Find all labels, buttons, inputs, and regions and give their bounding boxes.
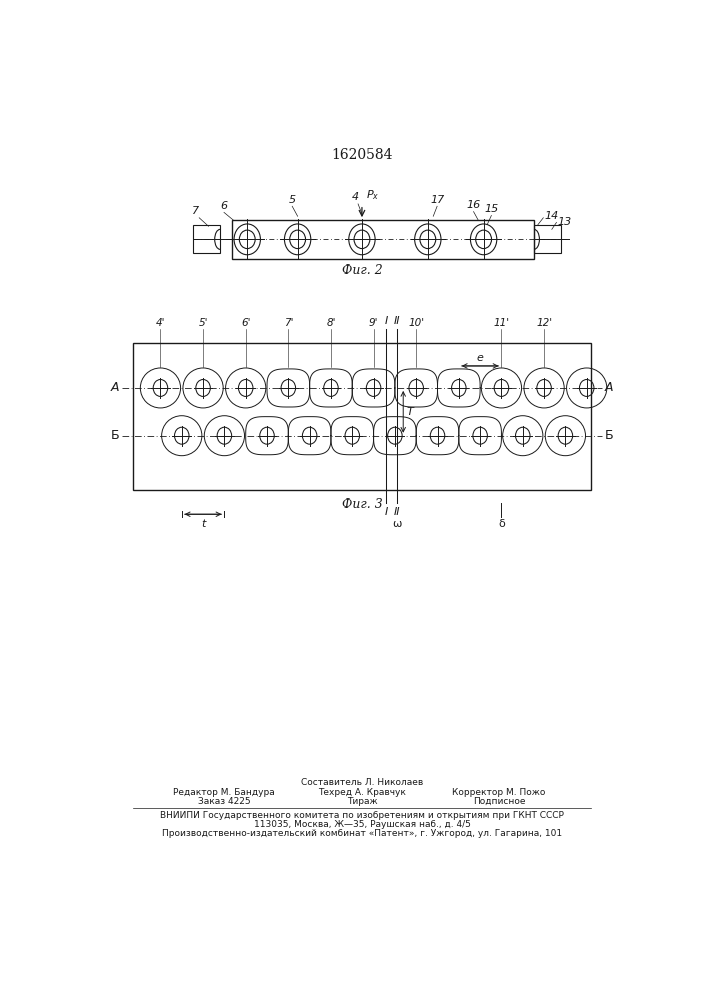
Text: ВНИИПИ Государственного комитета по изобретениям и открытиям при ГКНТ СССР: ВНИИПИ Государственного комитета по изоб…: [160, 811, 564, 820]
Text: Б: Б: [111, 429, 119, 442]
Text: 13: 13: [557, 217, 571, 227]
Text: 11': 11': [493, 318, 510, 328]
Text: t: t: [201, 519, 205, 529]
Text: 6': 6': [241, 318, 250, 328]
Text: Составитель Л. Николаев: Составитель Л. Николаев: [300, 778, 423, 787]
Bar: [193, 225, 220, 253]
Text: Заказ 4225: Заказ 4225: [198, 797, 250, 806]
Text: 12': 12': [536, 318, 552, 328]
Text: 14: 14: [544, 211, 559, 221]
Text: Редактор М. Бандура: Редактор М. Бандура: [173, 788, 275, 797]
Text: 5: 5: [288, 195, 296, 205]
Text: 6: 6: [221, 201, 228, 211]
Text: 9': 9': [369, 318, 378, 328]
Text: 17: 17: [430, 195, 444, 205]
Text: Подписное: Подписное: [473, 797, 525, 806]
Text: I: I: [385, 507, 388, 517]
Text: T: T: [407, 407, 413, 417]
Text: 5': 5': [199, 318, 208, 328]
Text: 4: 4: [352, 192, 359, 202]
Text: Техред А. Кравчук: Техред А. Кравчук: [318, 788, 406, 797]
Text: $P_x$: $P_x$: [366, 188, 379, 202]
Text: II: II: [394, 507, 400, 517]
Text: 4': 4': [156, 318, 165, 328]
Text: δ: δ: [498, 519, 505, 529]
Text: A: A: [604, 381, 613, 394]
Text: Производственно-издательский комбинат «Патент», г. Ужгород, ул. Гагарина, 101: Производственно-издательский комбинат «П…: [162, 829, 562, 838]
Text: I: I: [385, 316, 388, 326]
Bar: [134, 343, 590, 490]
Bar: [232, 220, 534, 259]
Text: 7: 7: [192, 206, 199, 216]
Bar: [534, 225, 561, 253]
Text: Фиг. 3: Фиг. 3: [341, 498, 382, 512]
Text: Тираж: Тираж: [346, 797, 378, 806]
Text: e: e: [477, 353, 484, 363]
Text: 10': 10': [408, 318, 424, 328]
Text: 113035, Москва, Ж—35, Раушская наб., д. 4/5: 113035, Москва, Ж—35, Раушская наб., д. …: [254, 820, 470, 829]
Text: 16: 16: [467, 200, 481, 210]
Text: Корректор М. Пожо: Корректор М. Пожо: [452, 788, 546, 797]
Text: II: II: [394, 316, 400, 326]
Text: 7': 7': [284, 318, 293, 328]
Text: 15: 15: [484, 204, 498, 214]
Text: Б: Б: [604, 429, 613, 442]
Text: 1620584: 1620584: [331, 148, 392, 162]
Text: ω: ω: [392, 519, 402, 529]
Text: Фиг. 2: Фиг. 2: [341, 264, 382, 277]
Text: 8': 8': [326, 318, 336, 328]
Text: A: A: [111, 381, 119, 394]
